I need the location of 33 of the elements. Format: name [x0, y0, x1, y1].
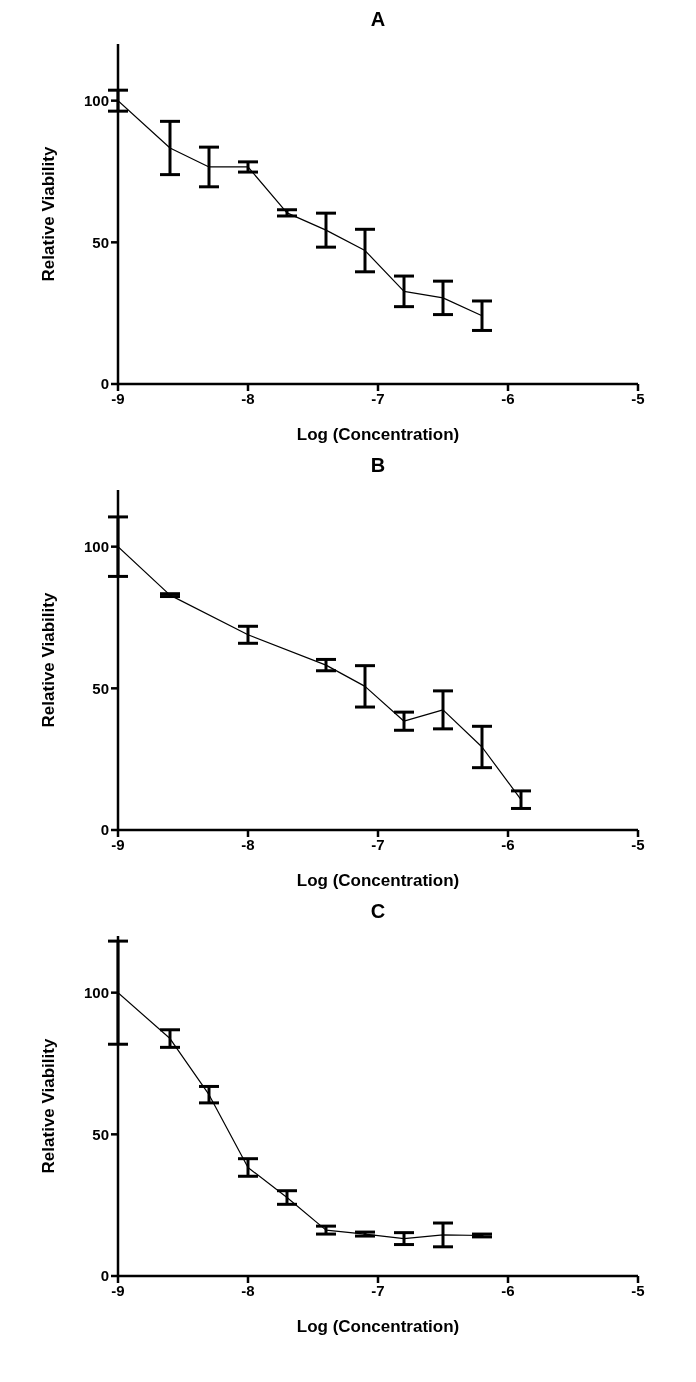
- x-tick-label: -6: [501, 835, 515, 853]
- chart-title: B: [369, 454, 387, 478]
- x-axis-title: Log (Concentration): [296, 425, 460, 444]
- x-tick-label: -7: [371, 1281, 385, 1299]
- y-axis-title: Relative Viability: [39, 146, 59, 282]
- x-tick-label: -5: [631, 389, 645, 407]
- x-tick-label: -6: [501, 1281, 515, 1299]
- x-tick-label: -6: [501, 389, 515, 407]
- x-axis-title: Log (Concentration): [296, 871, 460, 890]
- y-tick-label: 50: [92, 679, 109, 697]
- y-tick-label: 100: [83, 91, 109, 109]
- x-tick-label: -5: [631, 1281, 645, 1299]
- y-tick-label: 100: [83, 537, 109, 555]
- y-tick-label: 0: [100, 821, 109, 839]
- y-axis-title: Relative Viability: [39, 592, 59, 728]
- x-axis-title: Log (Concentration): [296, 1317, 460, 1336]
- x-tick-label: -8: [241, 1281, 255, 1299]
- x-tick-label: -7: [371, 835, 385, 853]
- x-tick-label: -5: [631, 835, 645, 853]
- y-axis-title: Relative Viability: [39, 1038, 59, 1174]
- y-tick-label: 0: [100, 375, 109, 393]
- x-tick-label: -9: [111, 835, 125, 853]
- y-tick-label: 50: [92, 1125, 109, 1143]
- x-tick-label: -8: [241, 389, 255, 407]
- x-tick-label: -9: [111, 1281, 125, 1299]
- y-tick-label: 100: [83, 983, 109, 1001]
- chart-title: A: [369, 8, 387, 32]
- x-tick-label: -9: [111, 389, 125, 407]
- x-tick-label: -8: [241, 835, 255, 853]
- chart-title: C: [369, 900, 387, 924]
- x-tick-label: -7: [371, 389, 385, 407]
- y-tick-label: 50: [92, 233, 109, 251]
- y-tick-label: 0: [100, 1267, 109, 1285]
